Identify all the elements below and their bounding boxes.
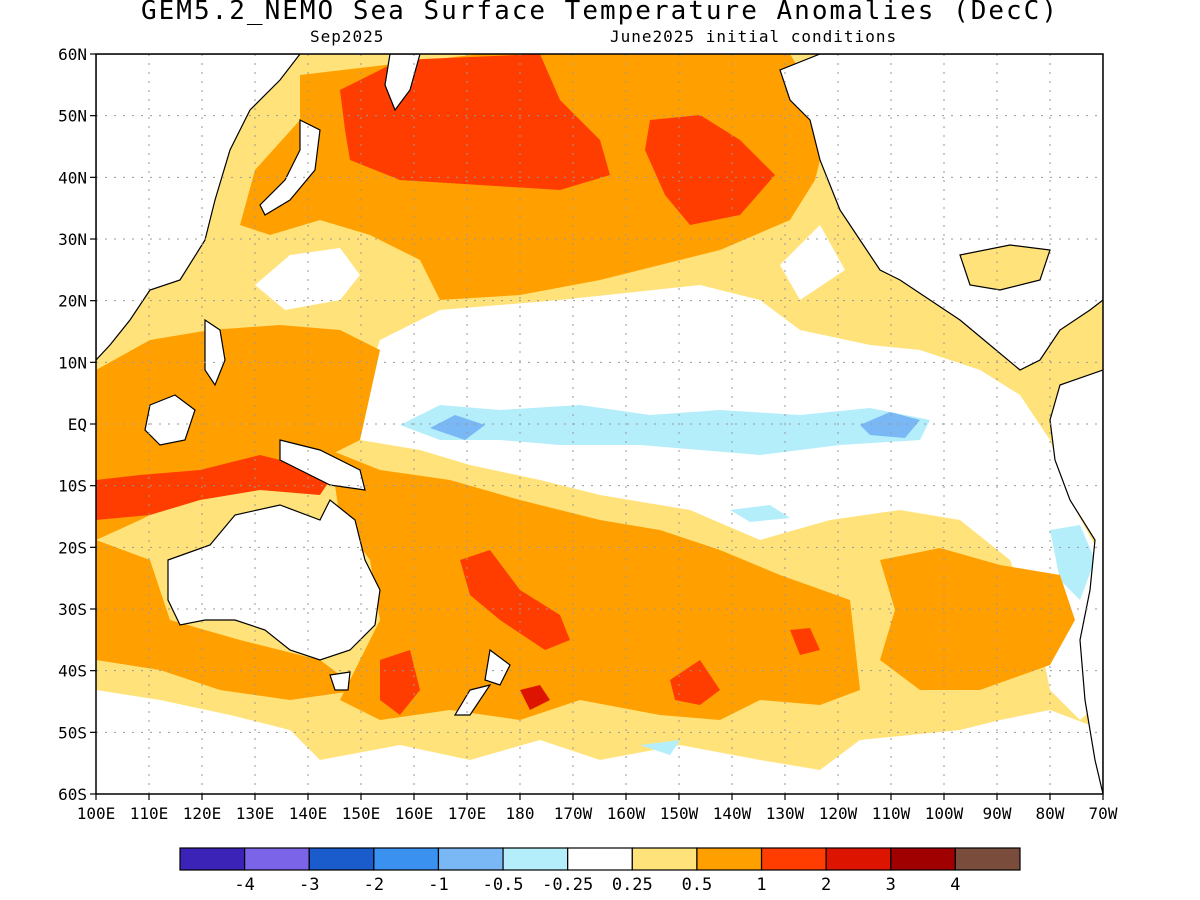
- colorbar-swatch: [760, 847, 827, 871]
- lat-tick-label: 10S: [58, 477, 87, 496]
- lat-tick-label: 40N: [58, 168, 87, 187]
- lon-tick-label: 160W: [607, 804, 646, 823]
- land-north-america: [779, 54, 1103, 371]
- lat-tick-label: 20N: [58, 292, 87, 311]
- lon-tick-label: 160E: [395, 804, 434, 823]
- land-new-zealand-north: [484, 648, 511, 686]
- land-south-america: [1049, 369, 1103, 794]
- colorbar-label: 3: [886, 875, 896, 895]
- lat-tick-label: 10N: [58, 353, 87, 372]
- forecast-month: Sep2025: [310, 27, 385, 46]
- land-kamchatka: [384, 54, 421, 112]
- lat-tick-label: 60N: [58, 45, 87, 64]
- lon-tick-label: 130E: [236, 804, 275, 823]
- anomaly-region-south-red-c: [790, 628, 820, 655]
- anomaly-region-southwest-orange: [96, 540, 360, 700]
- land-new-zealand-south: [453, 684, 492, 716]
- land-australia: [167, 499, 381, 661]
- colorbar: -4 -3 -2 -1 -0.5 -0.25 0.25 0.5 1 2 3 4: [179, 847, 1021, 895]
- colorbar-label: 0.25: [612, 875, 653, 895]
- anomaly-region-maritime-red: [96, 455, 330, 520]
- land-new-guinea: [279, 439, 366, 491]
- colorbar-label: -4: [234, 875, 254, 895]
- lon-tick-label: 120W: [819, 804, 858, 823]
- colorbar-label: -0.5: [483, 875, 524, 895]
- anomaly-region-northeast-red: [645, 115, 775, 225]
- lon-tick-label: 70W: [1089, 804, 1118, 823]
- lat-tick-label: 20S: [58, 538, 87, 557]
- lon-tick-label: 110W: [872, 804, 911, 823]
- land-tasmania: [329, 671, 351, 691]
- colorbar-swatch: [567, 847, 633, 871]
- colorbar-swatch: [373, 847, 440, 871]
- colorbar-label: -1: [428, 875, 448, 895]
- anomaly-region-south-white: [96, 690, 1103, 794]
- lat-tick-label: 40S: [58, 662, 87, 681]
- anomaly-region-east-white: [780, 225, 845, 300]
- anomaly-region-tasman-dark-red: [520, 685, 550, 710]
- colorbar-swatch: [179, 847, 246, 871]
- anomaly-region-equatorial-blue-east: [860, 412, 920, 438]
- colorbar-label: -3: [299, 875, 319, 895]
- lon-tick-label: 100W: [925, 804, 964, 823]
- initial-conditions-label: June2025 initial conditions: [610, 27, 898, 46]
- lon-tick-label: 150W: [660, 804, 699, 823]
- anomaly-region-southeast-orange: [880, 548, 1075, 690]
- colorbar-label: 1: [756, 875, 766, 895]
- anomaly-region-equatorial-blue-west: [430, 415, 485, 440]
- colorbar-swatch: [437, 847, 504, 871]
- map-title: GEM5.2_NEMO Sea Surface Temperature Anom…: [141, 0, 1059, 26]
- lon-tick-label: 110E: [130, 804, 169, 823]
- colorbar-swatch: [308, 847, 375, 871]
- landmasses: [96, 54, 1103, 794]
- land-asia-mainland: [96, 54, 301, 361]
- lon-tick-label: 180: [506, 804, 535, 823]
- lat-tick-label: EQ: [68, 415, 87, 434]
- colorbar-label: -2: [364, 875, 384, 895]
- anomaly-region-tropical-white: [350, 285, 1103, 720]
- lon-tick-label: 150E: [342, 804, 381, 823]
- anomaly-region-equatorial-cyan: [400, 405, 930, 455]
- colorbar-swatch: [244, 847, 310, 871]
- map-gridlines: [96, 54, 1103, 794]
- lat-tick-label: 50N: [58, 107, 87, 126]
- colorbar-swatch: [954, 847, 1021, 871]
- land-japan: [259, 119, 321, 216]
- colorbar-label: -0.25: [542, 875, 593, 895]
- colorbar-swatch: [631, 847, 698, 871]
- lon-tick-label: 120E: [183, 804, 222, 823]
- lon-tick-label: 90W: [983, 804, 1012, 823]
- lat-tick-label: 30N: [58, 230, 87, 249]
- anomaly-region-south-red-a: [460, 550, 570, 650]
- colorbar-swatch: [696, 847, 763, 871]
- lat-tick-label: 50S: [58, 723, 87, 742]
- lon-tick-label: 170W: [554, 804, 593, 823]
- colorbar-label: 0.5: [682, 875, 713, 895]
- lon-tick-label: 100E: [77, 804, 116, 823]
- colorbar-label: 2: [821, 875, 831, 895]
- longitude-axis: 100E 110E 120E 130E 140E 150E 160E 170E 180 170W 1…: [77, 794, 1118, 823]
- lat-tick-label: 30S: [58, 600, 87, 619]
- colorbar-swatch: [890, 847, 956, 871]
- land-gulf-of-mexico: [959, 244, 1051, 291]
- land-philippines: [204, 318, 226, 387]
- anomaly-region-cyan-patch-a: [730, 505, 790, 522]
- colorbar-swatch: [825, 847, 892, 871]
- colorbar-label: 4: [950, 875, 960, 895]
- lon-tick-label: 130W: [766, 804, 805, 823]
- colorbar-swatch: [502, 847, 569, 871]
- lon-tick-label: 80W: [1036, 804, 1065, 823]
- anomaly-region-south-red-d: [380, 650, 420, 715]
- latitude-axis: 60N 50N 40N 30N 20N 10N EQ 10S 20S 30S 40S 50S 60S: [58, 45, 96, 804]
- lon-tick-label: 170E: [448, 804, 487, 823]
- anomaly-region-cyan-patch-c: [640, 740, 680, 755]
- anomaly-region-south-red-b: [670, 660, 720, 705]
- lat-tick-label: 60S: [58, 785, 87, 804]
- lon-tick-label: 140W: [713, 804, 752, 823]
- lon-tick-label: 140E: [289, 804, 328, 823]
- land-borneo: [144, 394, 196, 446]
- anomaly-region-south-pacific-orange: [330, 450, 860, 720]
